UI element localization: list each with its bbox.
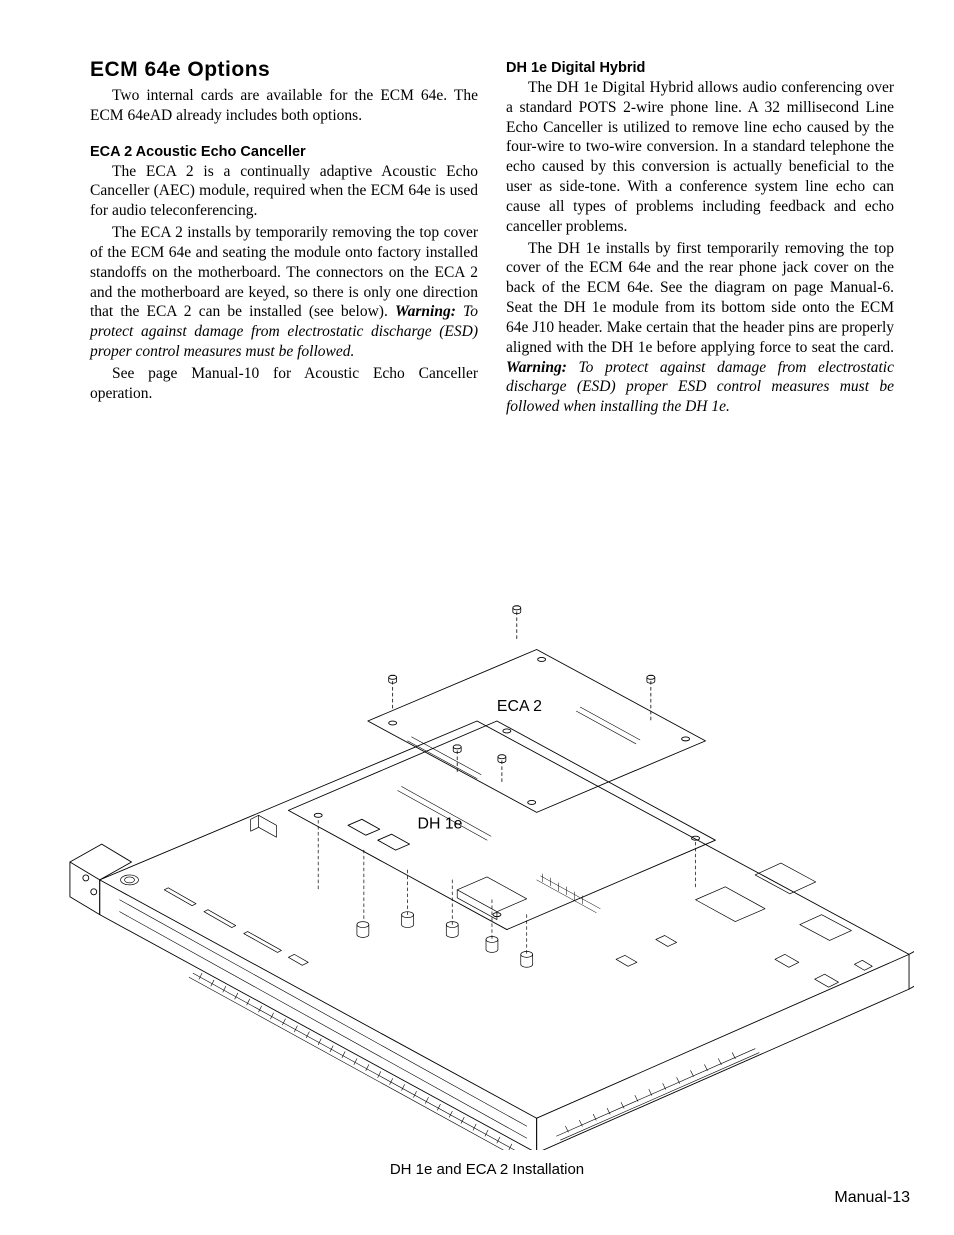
intro-paragraph: Two internal cards are available for the… xyxy=(90,86,478,126)
diagram-svg: ECA 2 DH 1e xyxy=(60,580,914,1150)
dh-p1: The DH 1e Digital Hybrid allows audio co… xyxy=(506,78,894,237)
eca-p2: The ECA 2 installs by temporarily removi… xyxy=(90,223,478,362)
page-title: ECM 64e Options xyxy=(90,58,478,82)
diagram-label-eca: ECA 2 xyxy=(497,698,542,715)
installation-diagram: ECA 2 DH 1e DH 1e and ECA 2 Installation xyxy=(60,580,914,1195)
dh-heading: DH 1e Digital Hybrid xyxy=(506,60,894,76)
eca-heading: ECA 2 Acoustic Echo Canceller xyxy=(90,144,478,160)
eca-p3: See page Manual-10 for Acoustic Echo Can… xyxy=(90,364,478,404)
diagram-label-dh: DH 1e xyxy=(417,815,462,832)
page-number: Manual-13 xyxy=(834,1189,910,1207)
eca-p1: The ECA 2 is a continually adaptive Acou… xyxy=(90,162,478,221)
dh-p2: The DH 1e installs by first temporarily … xyxy=(506,239,894,417)
intro-text: Two internal cards are available for the… xyxy=(90,87,478,124)
diagram-caption: DH 1e and ECA 2 Installation xyxy=(60,1161,914,1178)
